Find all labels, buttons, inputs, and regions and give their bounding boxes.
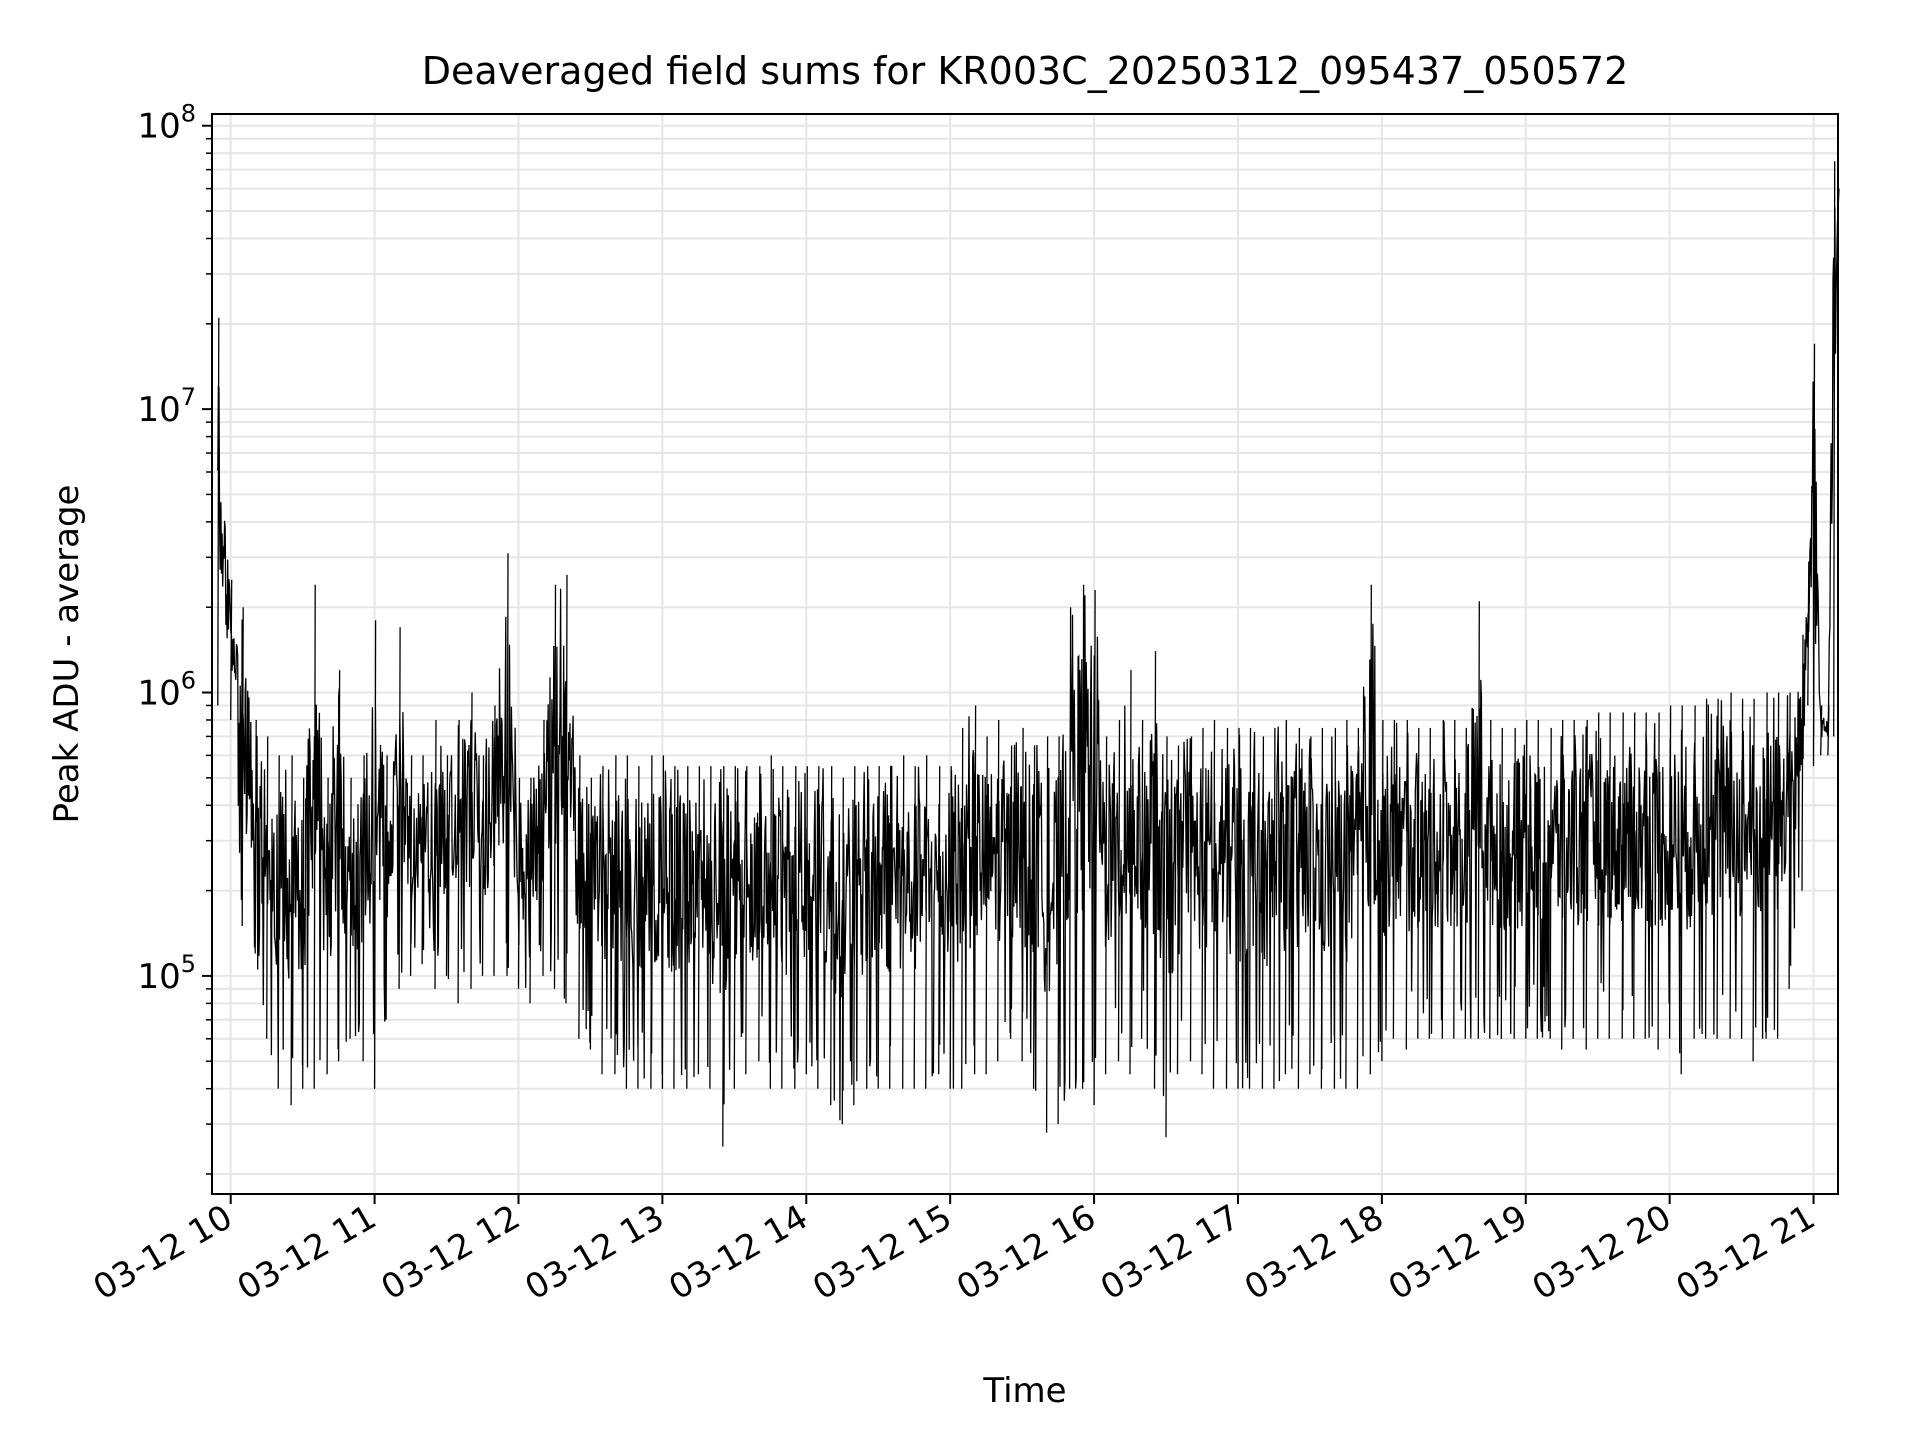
series-line [217, 161, 1840, 1147]
y-axis-label: Peak ADU - average [47, 485, 87, 824]
series-layer [217, 161, 1840, 1147]
y-tick-label: 106 [137, 667, 196, 714]
y-tick-label: 105 [137, 950, 196, 997]
y-tick-label: 107 [137, 383, 196, 430]
x-axis-label: Time [982, 1371, 1066, 1411]
plot-frame [211, 113, 1839, 1195]
y-tick-label: 108 [137, 100, 196, 147]
chart-title: Deaveraged field sums for KR003C_2025031… [422, 49, 1629, 93]
